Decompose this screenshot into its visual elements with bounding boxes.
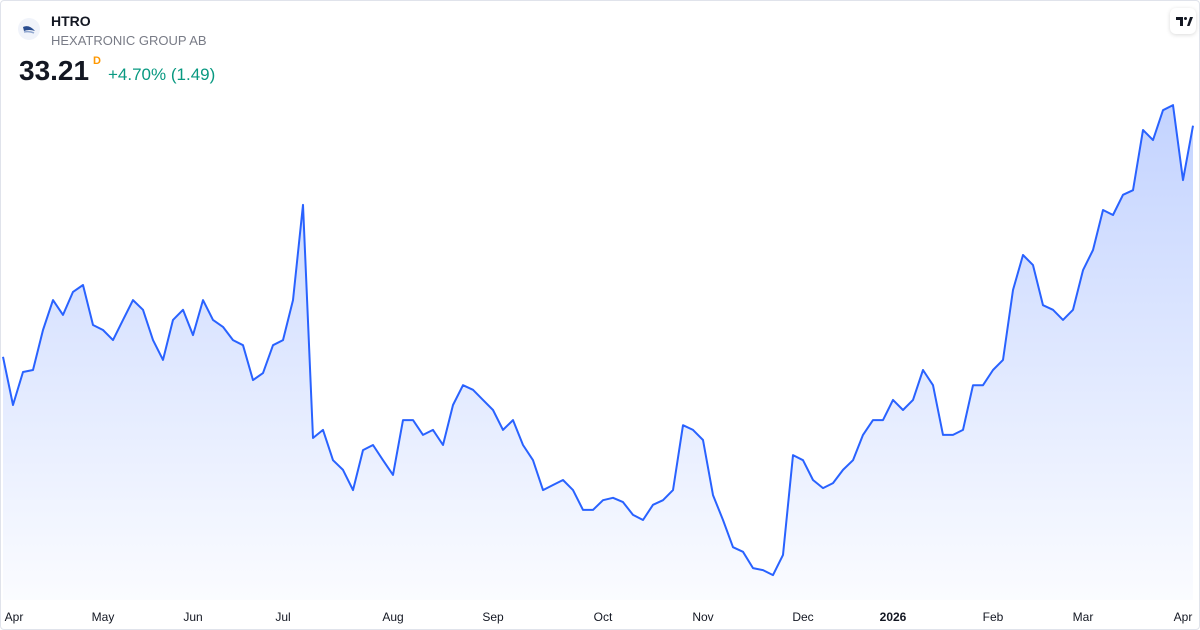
symbol: HTRO bbox=[51, 13, 91, 29]
price-change: +4.70% (1.49) bbox=[108, 65, 216, 84]
price: 33.21 bbox=[19, 55, 90, 86]
company-name: HEXATRONIC GROUP AB bbox=[51, 33, 207, 48]
interval: D bbox=[93, 55, 101, 67]
x-tick-label: Jun bbox=[183, 610, 202, 624]
logo-icon bbox=[23, 26, 35, 34]
area-fill bbox=[3, 105, 1193, 600]
x-tick-label: Mar bbox=[1073, 610, 1094, 624]
price-line bbox=[2, 104, 1194, 577]
x-tick-label: Aug bbox=[382, 610, 403, 624]
x-tick-label: Jul bbox=[275, 610, 290, 624]
x-tick-label: Dec bbox=[792, 610, 813, 624]
x-tick-label: Feb bbox=[983, 610, 1004, 624]
x-tick-label: May bbox=[92, 610, 115, 624]
x-tick-label: Nov bbox=[692, 610, 713, 624]
x-tick-label: Apr bbox=[1174, 610, 1193, 624]
x-tick-label: Oct bbox=[594, 610, 613, 624]
x-tick-label: Sep bbox=[482, 610, 504, 624]
company-logo bbox=[18, 18, 40, 40]
x-tick-label: Apr bbox=[5, 610, 24, 624]
tradingview-logo[interactable] bbox=[1170, 8, 1196, 34]
tv-icon bbox=[1176, 17, 1193, 26]
x-tick-label: 2026 bbox=[880, 610, 907, 624]
